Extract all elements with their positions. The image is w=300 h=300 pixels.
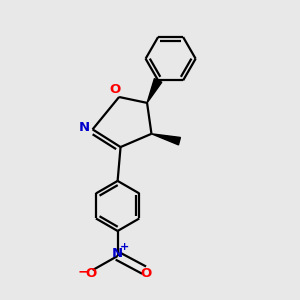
Text: O: O	[140, 267, 152, 280]
Text: +: +	[119, 242, 129, 252]
Text: O: O	[109, 83, 121, 96]
Text: O: O	[85, 267, 96, 280]
Polygon shape	[152, 134, 180, 145]
Text: N: N	[112, 247, 123, 260]
Text: −: −	[78, 265, 90, 279]
Text: N: N	[79, 122, 90, 134]
Polygon shape	[147, 79, 162, 103]
